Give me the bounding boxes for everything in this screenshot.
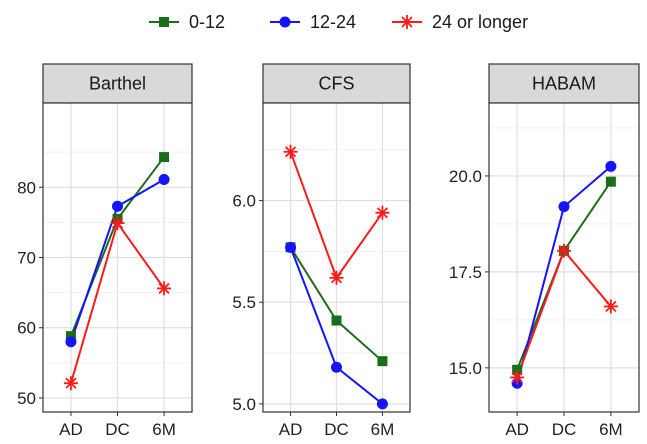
legend-marker <box>159 17 169 27</box>
y-tick-label: 50 <box>17 389 36 408</box>
legend-label: 0-12 <box>189 12 225 32</box>
data-point <box>157 281 172 296</box>
y-tick-label: 15.0 <box>449 359 482 378</box>
legend-label: 24 or longer <box>432 12 528 32</box>
x-tick-label: AD <box>59 420 83 439</box>
facet-title: Barthel <box>89 74 146 94</box>
data-point <box>376 398 388 410</box>
x-tick-label: DC <box>324 420 349 439</box>
data-point <box>510 370 525 385</box>
facet-panel: CFS 5.0 5.5 6.0 AD DC 6M <box>232 63 411 439</box>
legend: 0-12 12-24 24 or longer <box>149 12 528 32</box>
x-tick-label: 6M <box>152 420 176 439</box>
data-point <box>605 176 616 187</box>
data-point <box>158 174 170 186</box>
data-point <box>65 336 77 348</box>
facet-title: CFS <box>319 74 355 94</box>
y-tick-label: 80 <box>17 178 36 197</box>
panel-border <box>42 102 193 413</box>
panel-border <box>488 102 640 413</box>
data-point <box>558 201 570 213</box>
x-tick-label: 6M <box>599 420 623 439</box>
data-point <box>605 160 617 172</box>
legend-marker <box>279 16 291 28</box>
data-point <box>112 200 123 212</box>
y-tick-label: 17.5 <box>449 263 482 282</box>
x-tick-label: DC <box>105 420 130 439</box>
legend-marker <box>400 15 414 29</box>
data-point <box>65 331 76 342</box>
panel-border <box>262 102 411 413</box>
strip-header <box>262 63 411 104</box>
data-point <box>331 361 342 373</box>
data-point <box>557 243 571 258</box>
y-tick-label: 20.0 <box>449 167 482 186</box>
x-tick-label: AD <box>505 420 529 439</box>
x-tick-label: 6M <box>371 420 395 439</box>
y-tick-label: 6.0 <box>232 192 256 211</box>
data-point <box>603 299 618 314</box>
data-point <box>110 216 125 231</box>
legend-label: 12-24 <box>310 12 356 32</box>
data-point <box>375 205 390 220</box>
y-tick-label: 5.5 <box>232 293 256 312</box>
x-tick-label: DC <box>552 420 577 439</box>
data-point <box>331 315 342 326</box>
strip-header <box>488 63 640 104</box>
data-point <box>329 270 344 285</box>
x-tick-label: AD <box>279 420 303 439</box>
data-point <box>512 364 523 375</box>
facet-title: HABAM <box>532 74 596 94</box>
data-point <box>285 241 297 253</box>
data-point <box>63 376 78 391</box>
y-tick-label: 60 <box>17 319 36 338</box>
data-point <box>377 356 388 367</box>
facet-panel: Barthel 50 60 70 80 AD DC 6M <box>17 63 193 439</box>
y-tick-label: 70 <box>17 249 36 268</box>
data-point <box>159 152 170 163</box>
data-point <box>283 144 298 159</box>
legend-item: 0-12 <box>149 12 225 32</box>
y-tick-label: 5.0 <box>232 395 256 414</box>
facet-panel: HABAM 15.0 17.5 20.0 AD DC 6M <box>449 63 640 439</box>
legend-item: 12-24 <box>270 12 356 32</box>
legend-item: 24 or longer <box>392 12 528 32</box>
